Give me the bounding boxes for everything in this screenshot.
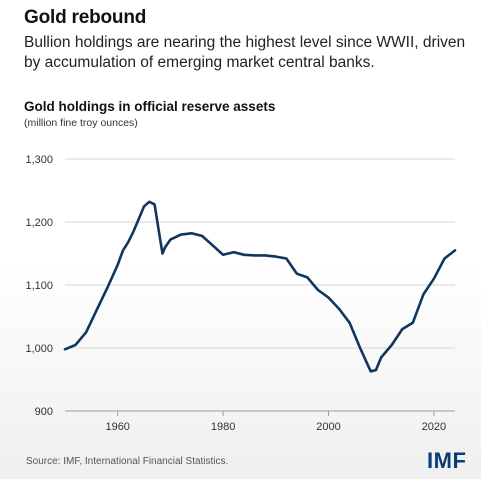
- y-tick-label: 1,000: [25, 343, 53, 355]
- y-tick-label: 900: [35, 406, 53, 418]
- x-tick-label: 2020: [422, 421, 446, 433]
- x-tick-label: 1980: [211, 421, 235, 433]
- imf-logo: IMF: [427, 448, 467, 473]
- y-tick-label: 1,200: [25, 217, 53, 229]
- y-tick-label: 1,100: [25, 280, 53, 292]
- x-tick-label: 1960: [105, 421, 129, 433]
- chart-title: Gold holdings in official reserve assets: [24, 99, 276, 114]
- page-title: Gold rebound: [24, 7, 147, 28]
- chart-unit-label: (million fine troy ounces): [24, 117, 138, 129]
- x-tick-label: 2000: [316, 421, 340, 433]
- y-tick-label: 1,300: [25, 154, 53, 166]
- gold-holdings-series-line: [63, 200, 457, 373]
- source-note: Source: IMF, International Financial Sta…: [26, 456, 229, 467]
- page-subtitle: Bullion holdings are nearing the highest…: [24, 34, 466, 71]
